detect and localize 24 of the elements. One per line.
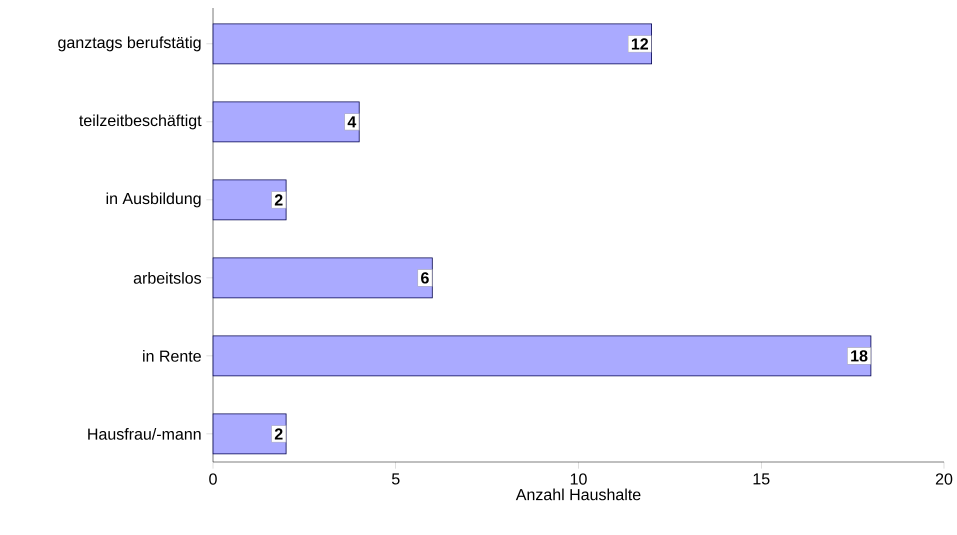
x-tick-label: 0 (209, 473, 217, 485)
bar (212, 23, 652, 64)
data-label: 18 (851, 350, 868, 362)
x-tick-label: 20 (936, 473, 952, 485)
x-axis-title: Anzahl Haushalte (516, 488, 640, 500)
bar (212, 101, 360, 142)
data-label: 12 (632, 38, 648, 50)
y-tick-label: Hausfrau/-mann (88, 428, 201, 440)
y-tick-label: ganztags berufstätig (58, 36, 201, 52)
y-tick-label: in Rente (143, 350, 201, 362)
data-label: 2 (274, 428, 283, 440)
data-label: 6 (421, 272, 429, 284)
data-label: 4 (348, 116, 356, 128)
bar (212, 336, 872, 376)
data-label: 2 (274, 194, 283, 206)
y-tick-label: teilzeitbeschäftigt (79, 114, 202, 130)
y-tick-label: arbeitslos (134, 272, 202, 284)
x-tick-label: 10 (570, 473, 587, 485)
bar (212, 414, 287, 454)
bar (212, 258, 433, 298)
bar (212, 179, 287, 220)
x-tick-label: 5 (392, 473, 400, 485)
x-tick-label: 15 (754, 473, 770, 485)
y-tick-label: in Ausbildung (106, 192, 201, 208)
